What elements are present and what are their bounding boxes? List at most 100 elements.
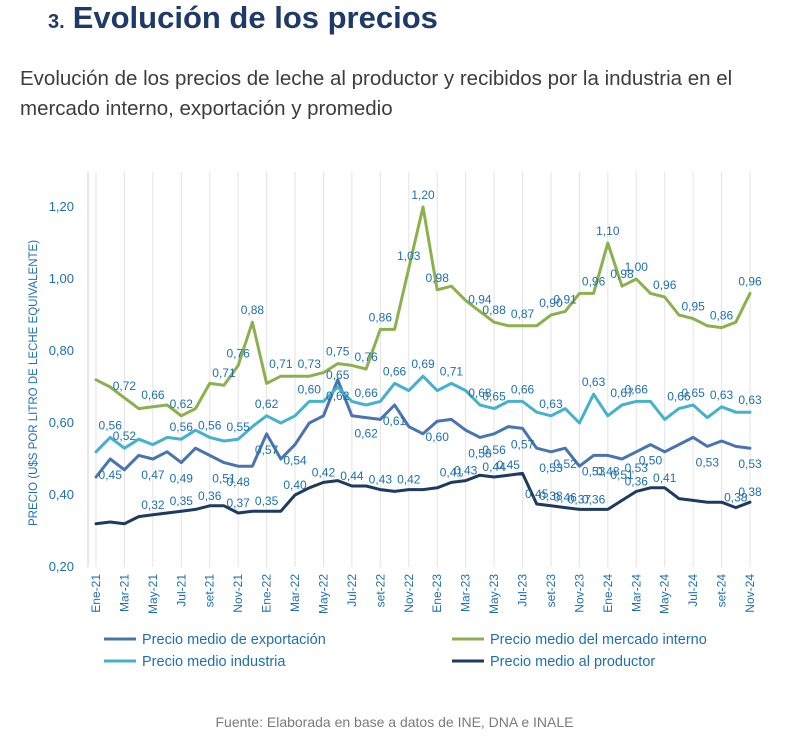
data-label: 0,66: [354, 386, 378, 400]
data-label: 0,88: [241, 303, 265, 317]
data-label: 0,61: [383, 414, 407, 428]
x-tick-label: Mar-21: [117, 574, 131, 612]
data-label: 0,66: [667, 390, 691, 404]
chart-subtitle: Evolución de los precios de leche al pro…: [20, 67, 733, 120]
data-label: 0,46: [553, 491, 577, 505]
data-label: 0,98: [610, 267, 634, 281]
series-line-1: [94, 205, 752, 418]
x-tick-label: Ene-24: [601, 574, 615, 613]
data-label: 0,65: [326, 368, 350, 382]
data-label: 0,66: [625, 382, 649, 396]
data-label: 0,67: [610, 386, 634, 400]
data-label: 0,96: [582, 274, 606, 288]
data-label: 0,63: [738, 393, 762, 407]
data-labels: 0,72 0,66 0,62 0,71 0,76 0,88 0,71 0,73 0,75 0,76…: [99, 188, 762, 512]
x-axis: Ene-21 Mar-21 May-21 Jul-21 set-21 Nov-21 Ene-…: [89, 574, 757, 614]
x-tick-label: set-21: [203, 574, 217, 608]
data-label: 1,00: [625, 260, 649, 274]
data-label: 0,35: [255, 494, 279, 508]
x-tick-label: Nov-22: [402, 574, 416, 613]
data-label: 0,65: [482, 390, 506, 404]
data-label: 0,43: [454, 464, 478, 478]
legend-label: Precio medio al productor: [490, 654, 655, 670]
data-label: 0,52: [553, 457, 577, 471]
data-label: 0,37: [226, 496, 250, 510]
data-label: 0,32: [141, 498, 165, 512]
y-tick-label: 0,20: [49, 559, 74, 574]
data-label: 0,58: [468, 446, 492, 460]
x-tick-label: Mar-22: [288, 574, 302, 612]
legend-label: Precio medio del mercado interno: [490, 632, 707, 648]
y-tick-label: 0,60: [49, 415, 74, 430]
x-tick-label: May-24: [658, 574, 672, 614]
data-label: 0,75: [326, 345, 350, 359]
data-label: 0,65: [681, 386, 705, 400]
data-label: 0,57: [511, 437, 535, 451]
data-label: 0,71: [269, 357, 293, 371]
data-label: 0,52: [113, 429, 137, 443]
data-label: 0,43: [369, 473, 393, 487]
data-label: 0,98: [426, 271, 450, 285]
data-label: 0,71: [440, 364, 464, 378]
data-label: 0,40: [283, 478, 307, 492]
data-label: 0,56: [198, 418, 222, 432]
data-label: 0,45: [99, 468, 123, 482]
data-label: 0,48: [226, 475, 250, 489]
data-label: 0,54: [283, 454, 307, 468]
data-label: 0,47: [141, 468, 165, 482]
x-tick-label: set-23: [544, 574, 558, 608]
x-tick-label: Jul-22: [345, 574, 359, 607]
legend-label: Precio medio de exportación: [142, 632, 326, 648]
data-label: 0,36: [198, 489, 222, 503]
y-tick-label: 1,00: [49, 271, 74, 286]
data-label: 0,55: [226, 420, 250, 434]
data-label: 0,60: [426, 430, 450, 444]
series-line-0: [94, 378, 752, 479]
data-label: 0,73: [298, 357, 322, 371]
data-label: 0,62: [326, 389, 350, 403]
data-label: 0,38: [539, 489, 563, 503]
y-axis-title: PRECIO (U$S POR LITRO DE LECHE EQUIVALEN…: [28, 240, 40, 526]
data-label: 0,44: [482, 460, 506, 474]
data-label: 1,03: [397, 249, 421, 263]
data-label: 0,51: [610, 468, 634, 482]
data-label: 0,37: [568, 492, 592, 506]
x-tick-label: Nov-21: [231, 574, 245, 613]
data-label: 0,96: [653, 278, 677, 292]
data-label: 0,66: [141, 388, 165, 402]
data-label: 0,87: [511, 307, 535, 321]
series-line-2: [94, 374, 752, 454]
data-label: 1,20: [411, 188, 435, 202]
x-tick-label: May-23: [487, 574, 501, 614]
data-label: 0,63: [539, 397, 563, 411]
x-tick-label: Mar-24: [629, 574, 643, 612]
data-label: 0,66: [511, 382, 535, 396]
data-label: 0,41: [653, 471, 677, 485]
data-label: 0,45: [525, 487, 549, 501]
section-number: 3.: [48, 11, 65, 33]
data-label: 0,62: [255, 397, 279, 411]
x-tick-label: Jul-21: [174, 574, 188, 607]
data-label: 0,42: [397, 473, 421, 487]
data-label: 0,71: [212, 366, 236, 380]
data-label: 0,76: [226, 346, 250, 360]
data-label: 0,38: [724, 491, 748, 505]
x-tick-label: May-22: [316, 574, 330, 614]
data-label: 0,69: [411, 357, 435, 371]
chart-legend: Precio medio de exportación Precio medio …: [104, 632, 707, 670]
data-label: 0,56: [482, 443, 506, 457]
x-tick-label: Jul-23: [516, 574, 530, 607]
legend-label: Precio medio industria: [142, 654, 286, 670]
series-line-3: [94, 471, 752, 526]
data-label: 0,42: [312, 465, 336, 479]
y-tick-label: 0,80: [49, 343, 74, 358]
data-label: 0,38: [738, 485, 762, 499]
price-line-chart: 0,20 0,40 0,60 0,80 1,00 1,20 PRECIO (U$S POR …: [28, 172, 762, 670]
x-tick-label: set-24: [715, 574, 729, 608]
data-label: 0,76: [354, 350, 378, 364]
x-tick-label: Jul-24: [686, 574, 700, 607]
y-axis: 0,20 0,40 0,60 0,80 1,00 1,20 PRECIO (U$S POR …: [28, 172, 89, 574]
data-label: 0,91: [553, 292, 577, 306]
data-label: 0,48: [596, 464, 620, 478]
data-label: 0,63: [582, 375, 606, 389]
